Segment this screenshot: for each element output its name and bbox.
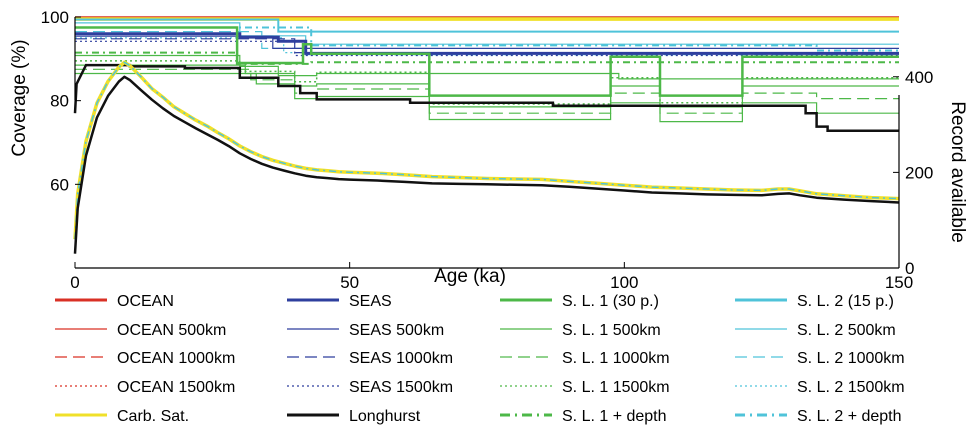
plot-area <box>73 16 900 254</box>
coverage-line-20 <box>73 63 899 133</box>
legend-label: S. L. 2 1000km <box>797 350 905 367</box>
legend-item: S. L. 1 1000km <box>500 350 670 367</box>
record-line-0 <box>73 60 900 240</box>
coverage-series <box>73 16 899 133</box>
legend-label: SEAS 1500km <box>349 379 453 396</box>
y-left-tick-label: 60 <box>50 175 69 194</box>
legend-label: S. L. 1 1000km <box>562 350 670 367</box>
x-axis-label: Age (ka) <box>434 266 506 287</box>
y-left-tick-label: 80 <box>50 92 69 111</box>
record-series <box>73 60 900 254</box>
legend-item: S. L. 2 500km <box>735 322 896 339</box>
record-line-1 <box>74 61 900 240</box>
x-tick-label: 50 <box>340 273 359 292</box>
legend-item: S. L. 2 1500km <box>735 379 905 396</box>
legend-label: Carb. Sat. <box>117 408 189 425</box>
legend-item: OCEAN <box>55 293 174 310</box>
legend-item: SEAS 1000km <box>287 350 453 367</box>
y-axis-right-label: Record available <box>947 101 968 243</box>
coverage-line-19 <box>75 72 899 123</box>
coverage-line-14 <box>75 51 899 65</box>
coverage-line-17 <box>75 64 899 108</box>
legend: OCEAN OCEAN 500km OCEAN 1000km OCEAN 1500km… <box>55 293 905 425</box>
legend-label: OCEAN 1000km <box>117 350 235 367</box>
legend-label: S. L. 2 + depth <box>797 408 902 425</box>
coverage-line-11 <box>75 38 899 54</box>
legend-label: S. L. 1 500km <box>562 322 661 339</box>
legend-item: S. L. 1 1500km <box>500 379 670 396</box>
legend-item: OCEAN 1500km <box>55 379 235 396</box>
legend-item: OCEAN 1000km <box>55 350 235 367</box>
legend-item: Carb. Sat. <box>55 408 189 425</box>
legend-label: SEAS <box>349 293 392 310</box>
legend-item: SEAS 1500km <box>287 379 453 396</box>
legend-label: S. L. 1 + depth <box>562 408 667 425</box>
legend-item: S. L. 2 + depth <box>735 408 902 425</box>
y-right-tick-label: 400 <box>905 68 933 87</box>
legend-item: S. L. 1 (30 p.) <box>500 293 659 310</box>
legend-item: SEAS 500km <box>287 322 444 339</box>
legend-label: SEAS 500km <box>349 322 444 339</box>
legend-item: OCEAN 500km <box>55 322 226 339</box>
coverage-line-18 <box>75 68 899 114</box>
legend-label: OCEAN 1500km <box>117 379 235 396</box>
legend-label: OCEAN 500km <box>117 322 226 339</box>
legend-item: Longhurst <box>287 408 421 425</box>
legend-label: S. L. 1 (30 p.) <box>562 293 659 310</box>
legend-label: S. L. 2 1500km <box>797 379 905 396</box>
x-tick-label: 0 <box>70 273 79 292</box>
legend-label: S. L. 1 1500km <box>562 379 670 396</box>
axes: 0 50 100 150 60 80 100 0 200 400 <box>41 8 934 292</box>
x-tick-label: 100 <box>610 273 638 292</box>
legend-label: S. L. 2 (15 p.) <box>797 293 894 310</box>
coverage-line-12 <box>75 40 899 57</box>
x-tick-label: 150 <box>885 273 913 292</box>
record-line-2 <box>73 75 900 254</box>
legend-label: S. L. 2 500km <box>797 322 896 339</box>
coverage-line-15 <box>75 54 899 80</box>
coverage-line-10 <box>75 35 899 49</box>
y-left-tick-label: 100 <box>41 8 69 27</box>
legend-item: SEAS <box>287 293 392 310</box>
legend-label: OCEAN <box>117 293 174 310</box>
y-right-tick-label: 200 <box>905 163 933 182</box>
coverage-line-4 <box>75 18 899 33</box>
legend-item: S. L. 2 (15 p.) <box>735 293 894 310</box>
legend-item: S. L. 2 1000km <box>735 350 905 367</box>
legend-item: S. L. 1 500km <box>500 322 661 339</box>
legend-label: SEAS 1000km <box>349 350 453 367</box>
y-axis-left-label: Coverage (%) <box>9 39 30 156</box>
y-right-tick-label: 0 <box>905 259 914 278</box>
legend-label: Longhurst <box>349 408 421 425</box>
legend-item: S. L. 1 + depth <box>500 408 667 425</box>
